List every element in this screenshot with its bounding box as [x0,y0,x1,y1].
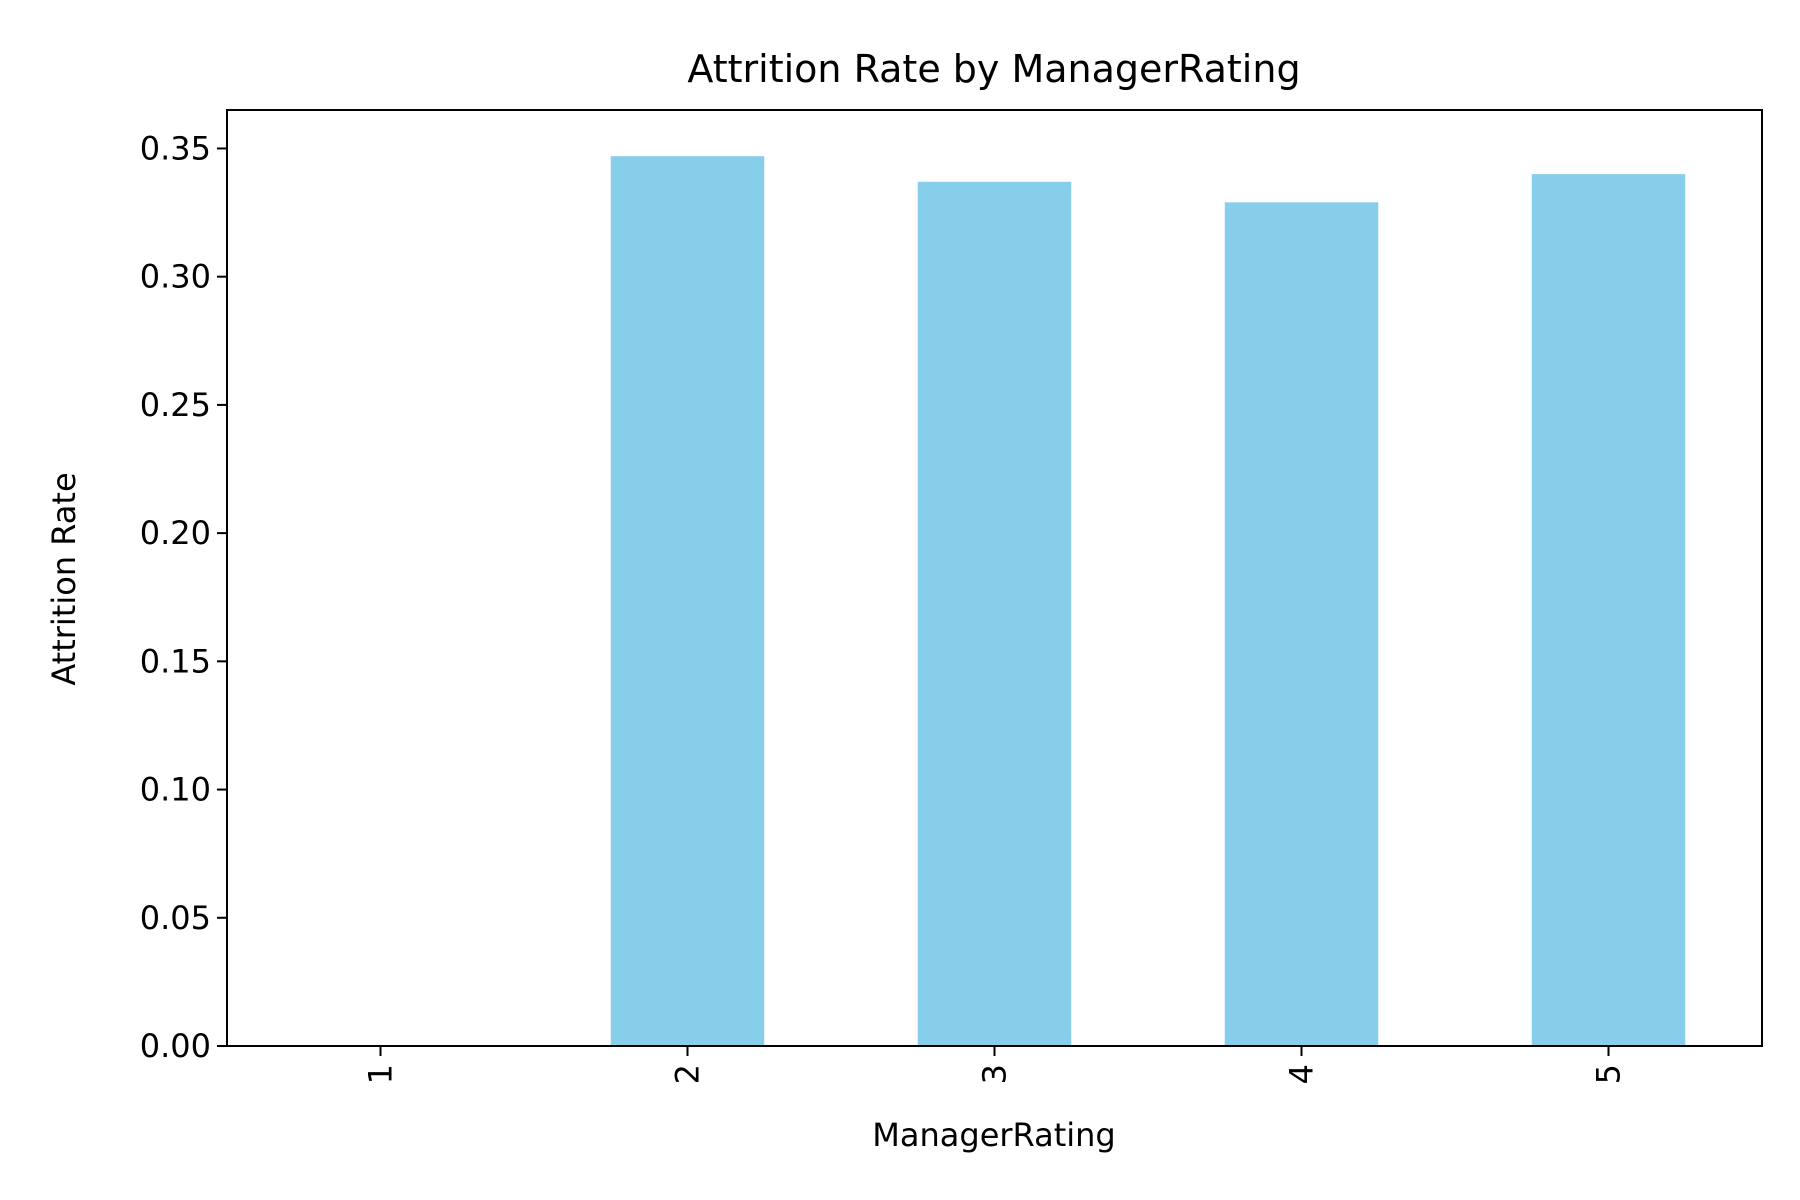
x-tick-label-2: 2 [669,1064,707,1084]
plot-frame [226,109,1763,1047]
y-tick-label: 0.00 [140,1027,211,1065]
y-tick-label: 0.05 [140,899,211,937]
y-tick-label: 0.15 [140,642,211,680]
y-tick-label: 0.10 [140,771,211,809]
x-axis-title: ManagerRating [872,1116,1115,1154]
y-tick-label: 0.30 [140,258,211,296]
y-tick-label: 0.35 [140,129,211,167]
bar-5 [1531,174,1686,1046]
y-axis-title: Attrition Rate [45,472,83,685]
x-tick-label-4: 4 [1283,1064,1321,1084]
y-axis-ticks: 0.00 0.05 0.10 0.15 0.20 0.25 0.30 0.35 [140,129,227,1065]
chart-title: Attrition Rate by ManagerRating [687,47,1300,91]
bar-group [610,156,1686,1046]
bar-4 [1224,202,1379,1046]
y-tick-label: 0.25 [140,386,211,424]
bar-2 [610,156,765,1046]
x-tick-label-1: 1 [362,1064,400,1084]
x-axis-ticks: 1 2 3 4 5 [362,1046,1628,1084]
bar-3 [917,181,1072,1046]
x-tick-label-5: 5 [1590,1064,1628,1084]
y-tick-label: 0.20 [140,514,211,552]
x-tick-label-3: 3 [976,1064,1014,1084]
